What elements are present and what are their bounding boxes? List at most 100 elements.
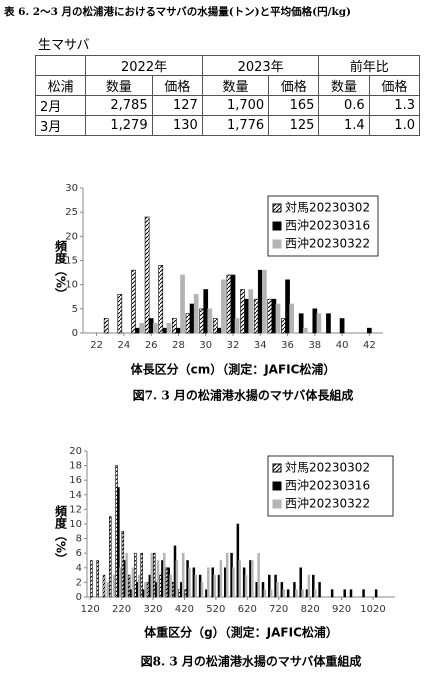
- y-tick-label: 6: [76, 548, 82, 559]
- bar: [307, 574, 311, 598]
- legend-label: 対馬20230302: [285, 201, 370, 215]
- bar: [298, 313, 304, 334]
- bar: [330, 589, 334, 598]
- bar: [207, 567, 210, 598]
- bar: [175, 560, 179, 598]
- bar: [253, 298, 259, 334]
- bar: [106, 582, 109, 598]
- bar: [193, 294, 199, 334]
- x-axis-label: 体長区分（cm）（測定：JAFIC松浦）: [131, 362, 336, 377]
- x-tick-label: 620: [238, 604, 257, 615]
- y-tick-label: 12: [69, 504, 82, 515]
- table-cell: 1.0: [368, 115, 421, 136]
- table-cell: 1.3: [368, 95, 421, 116]
- bar: [150, 552, 153, 598]
- bar: [302, 327, 308, 334]
- x-tick-label: 420: [175, 604, 194, 615]
- legend-label: 西沖20230322: [285, 237, 370, 251]
- bar: [181, 552, 185, 598]
- table-cell: 松浦: [34, 75, 87, 96]
- table: 2022年 2023年 前年比 松浦 数量 価格 数量 価格 数量 価格 2月 2,785 127 1,7…: [34, 55, 421, 136]
- x-tick-label: 24: [118, 340, 131, 351]
- table-cell: 数量: [318, 75, 370, 96]
- table-cell: 1.4: [318, 115, 370, 136]
- x-tick-label: 36: [281, 340, 294, 351]
- bar: [257, 552, 260, 598]
- legend-swatch: [272, 203, 282, 213]
- page-title: 表 6. 2～3 月の松浦港におけるマサバの水揚量(トン)と平均価格(円/kg): [3, 5, 351, 18]
- bar: [269, 589, 273, 598]
- table-cell: 165: [268, 95, 320, 116]
- y-tick-label: 8: [76, 534, 82, 545]
- legend-box: [267, 195, 379, 257]
- x-tick-label: 28: [172, 340, 185, 351]
- y-tick-label: 20: [65, 231, 78, 242]
- y-tick-label: 10: [65, 280, 78, 291]
- x-tick-label: 30: [199, 340, 212, 351]
- bar: [163, 552, 166, 598]
- table-row: 2月 2,785 127 1,700 165 0.6 1.3: [34, 95, 421, 116]
- table-caption: 生マサバ: [38, 38, 90, 53]
- table-cell: 2,785: [85, 95, 153, 116]
- bar: [299, 567, 302, 598]
- bar: [312, 308, 318, 334]
- x-tick-label: 820: [301, 604, 320, 615]
- legend-swatch: [272, 239, 282, 249]
- legend-swatch: [272, 221, 282, 231]
- bar: [271, 298, 277, 334]
- y-axis-label: 頻度（%）: [54, 239, 68, 300]
- y-tick-label: 0: [76, 592, 82, 603]
- table-row: 松浦 数量 価格 数量 価格 数量 価格: [34, 75, 421, 96]
- bar: [244, 298, 249, 334]
- table-cell: 2022年: [85, 55, 203, 76]
- table-cell: 3月: [34, 115, 87, 136]
- x-tick-label: 40: [336, 340, 349, 351]
- bar: [313, 589, 317, 598]
- y-tick-label: 18: [69, 461, 82, 472]
- bar: [176, 327, 181, 334]
- table-cell: 2023年: [201, 55, 320, 76]
- x-tick-label: 1020: [360, 604, 385, 615]
- bar: [230, 274, 236, 334]
- bar: [286, 589, 290, 598]
- bar: [318, 582, 321, 598]
- legend-swatch: [272, 499, 282, 509]
- bar: [367, 327, 372, 334]
- bar: [172, 318, 177, 334]
- bar: [275, 303, 281, 334]
- bar: [219, 560, 223, 598]
- bar: [185, 313, 191, 334]
- legend-swatch: [272, 463, 282, 473]
- bar: [316, 313, 322, 334]
- bar: [127, 574, 131, 598]
- bar: [200, 582, 204, 598]
- bar: [225, 552, 229, 598]
- table-cell: 0.6: [318, 95, 370, 116]
- table-cell: 価格: [368, 75, 421, 96]
- x-tick-label: 32: [227, 340, 240, 351]
- y-tick-label: 14: [69, 490, 82, 501]
- bar: [156, 560, 160, 598]
- bar: [169, 574, 172, 598]
- x-tick-label: 920: [332, 604, 351, 615]
- x-tick-label: 34: [254, 340, 267, 351]
- bar: [263, 589, 267, 598]
- bar: [102, 574, 106, 598]
- bar: [326, 313, 331, 334]
- bar: [199, 308, 204, 334]
- table-cell: [34, 55, 87, 76]
- bar: [194, 574, 197, 598]
- bar: [180, 274, 185, 334]
- bar: [301, 589, 304, 598]
- bar: [217, 327, 222, 334]
- y-tick-label: 2: [76, 577, 82, 588]
- bar: [135, 327, 140, 334]
- bar: [268, 574, 271, 598]
- bar: [226, 274, 232, 334]
- bar: [148, 318, 154, 334]
- table-cell: 1,700: [201, 95, 270, 116]
- bar: [374, 589, 378, 598]
- bar: [188, 567, 191, 598]
